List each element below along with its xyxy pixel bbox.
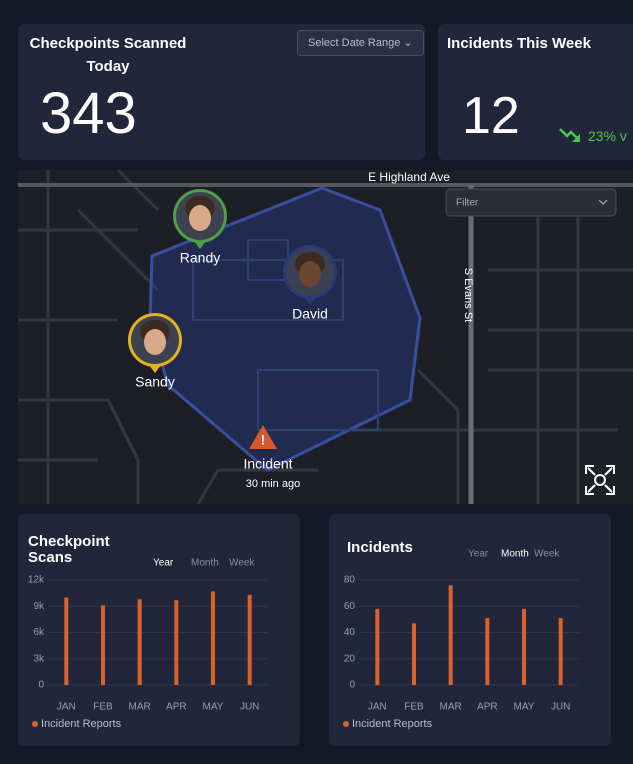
bar [522, 608, 526, 685]
x-tick-label: FEB [404, 702, 424, 713]
guard-name: David [292, 306, 328, 322]
street-label: E Highland Ave [368, 170, 450, 184]
x-tick-label: JUN [551, 702, 570, 713]
avatar-pin [304, 297, 316, 305]
map: E Highland Ave S Evans St Filter Randy Da… [18, 170, 633, 504]
y-tick-label: 20 [344, 653, 356, 664]
x-tick-label: APR [166, 702, 187, 713]
x-tick-label: JAN [368, 702, 387, 713]
x-tick-label: APR [477, 702, 498, 713]
svg-text:!: ! [261, 432, 266, 448]
chart-title: Incidents [347, 540, 413, 556]
guard-name: Randy [180, 250, 220, 266]
select-label: Select Date Range [308, 37, 401, 49]
chart: Incidents Year Month Week 0 20 40 60 80 JAN FEB MAR… [343, 540, 579, 730]
x-tick-label: JUN [240, 702, 259, 713]
bar [485, 618, 490, 685]
avatar-face [189, 205, 211, 231]
chart: Checkpoint Scans Year Month Week 0 3k 6k 9k 12k J… [28, 534, 268, 730]
range-tab[interactable]: Week [229, 558, 255, 569]
legend-label: Incident Reports [41, 718, 122, 730]
card-title: Checkpoints Scanned Today [29, 35, 187, 75]
card-value: 343 [40, 81, 137, 146]
y-tick-label: 3k [33, 653, 45, 664]
filter-label: Filter [456, 198, 479, 209]
incident-label: Incident [243, 456, 292, 472]
x-tick-label: MAR [129, 702, 151, 713]
bar [558, 618, 563, 685]
range-tab[interactable]: Month [501, 549, 529, 560]
bar [174, 600, 179, 685]
y-tick-label: 0 [38, 680, 44, 691]
chart-card: Checkpoint Scans Year Month Week 0 3k 6k 9k 12k J… [18, 514, 300, 746]
bar [412, 623, 416, 685]
bar [101, 605, 105, 685]
avatar-face [144, 329, 166, 355]
x-tick-label: MAY [514, 702, 535, 713]
range-tab[interactable]: Month [191, 558, 219, 569]
range-tab[interactable]: Week [534, 549, 560, 560]
bar [64, 597, 69, 685]
avatar-pin [149, 365, 161, 373]
y-tick-label: 6k [33, 627, 45, 638]
x-tick-label: MAY [203, 702, 224, 713]
avatar-pin [194, 241, 206, 249]
legend-marker [32, 721, 38, 727]
bar [211, 591, 215, 685]
y-tick-label: 40 [344, 627, 356, 638]
range-tab[interactable]: Year [153, 558, 174, 569]
avatar-face [299, 261, 321, 287]
card-title: Incidents This Week [447, 35, 591, 52]
y-tick-label: 60 [344, 601, 356, 612]
x-tick-label: JAN [57, 702, 76, 713]
card-value: 12 [462, 87, 520, 145]
y-tick-label: 9k [33, 601, 45, 612]
legend-marker [343, 721, 349, 727]
change-label: 23% v [588, 128, 627, 144]
incident-icon[interactable] [249, 425, 277, 449]
street-label: S Evans St [462, 268, 474, 322]
bar [137, 599, 142, 685]
x-tick-label: MAR [440, 702, 462, 713]
filter-select[interactable] [445, 188, 617, 217]
x-tick-label: FEB [93, 702, 113, 713]
y-tick-label: 12k [28, 575, 45, 586]
y-tick-label: 80 [344, 575, 356, 586]
legend-label: Incident Reports [352, 718, 433, 730]
bar [448, 585, 453, 685]
chart-card: Incidents Year Month Week 0 20 40 60 80 JAN FEB MAR… [329, 514, 611, 746]
chart-title: Checkpoint Scans [28, 534, 110, 566]
y-tick-label: 0 [349, 680, 355, 691]
range-tab[interactable]: Year [468, 549, 489, 560]
incident-card: Incidents This Week 12 23% v [438, 24, 633, 160]
bar [247, 594, 252, 685]
expand-button[interactable] [585, 465, 615, 495]
scan-card: Checkpoints Scanned Today 343 Select Dat… [18, 24, 425, 160]
date-range-select[interactable]: Select Date Range ⌄ [297, 30, 424, 56]
guard-name: Sandy [135, 374, 175, 390]
bar [375, 608, 380, 685]
trend-icon [559, 128, 580, 142]
incident-time: 30 min ago [246, 478, 300, 490]
